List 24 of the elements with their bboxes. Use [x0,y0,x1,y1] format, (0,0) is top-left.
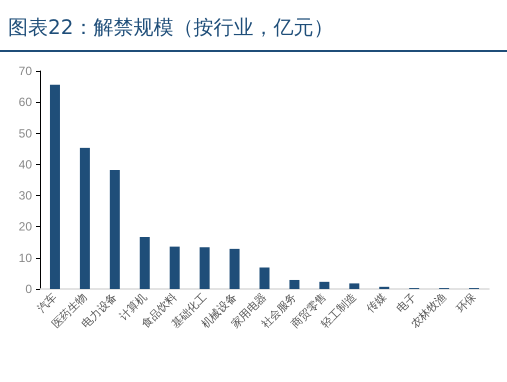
bar [170,246,180,289]
y-tick-label: 40 [18,157,32,172]
bar [230,248,240,289]
y-tick-label: 20 [18,220,32,234]
chart-title: 图表22：解禁规模（按行业，亿元） [8,14,334,41]
bar [289,280,300,289]
x-tick-label: 汽车 [34,290,60,316]
bar [110,170,120,289]
bar [80,148,90,289]
y-tick-label: 70 [18,64,32,78]
bar [349,283,360,289]
y-tick-label: 0 [25,282,32,296]
bar [50,84,60,289]
y-tick-label: 60 [18,95,32,110]
x-tick-label: 传媒 [364,290,389,316]
bar [260,268,270,289]
y-tick-label: 50 [18,126,32,140]
bar [200,247,210,289]
x-tick-label: 环保 [454,290,479,316]
y-tick-label: 30 [18,188,32,203]
y-tick-label: 10 [18,250,32,265]
bar [140,236,150,289]
x-tick-label: 电子 [394,290,419,316]
bar [319,282,330,289]
